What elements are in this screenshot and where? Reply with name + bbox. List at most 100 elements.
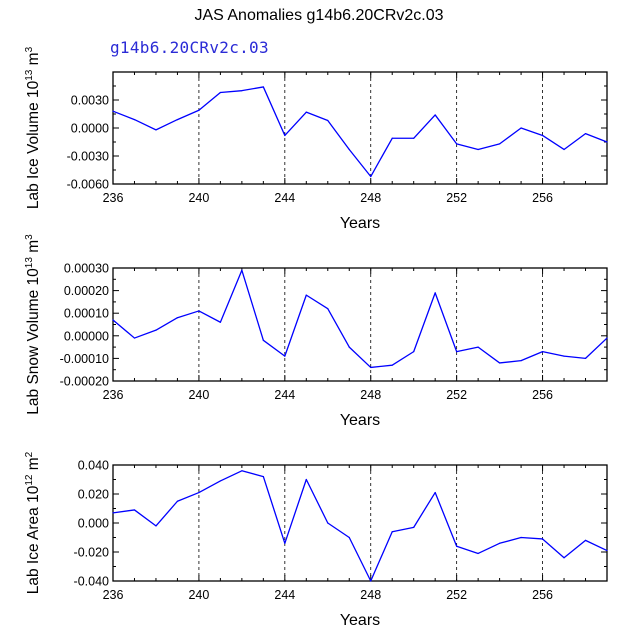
x-tick-label: 236 (103, 588, 124, 602)
data-point (606, 141, 608, 143)
y-axis-label-exponent: 13 (24, 257, 35, 269)
x-tick-label: 240 (188, 191, 209, 205)
x-tick-label: 248 (360, 191, 381, 205)
x-axis-label: Years (340, 612, 380, 629)
y-axis-label-main: Lab Ice Area 10 (25, 485, 42, 594)
data-point (155, 525, 157, 527)
y-tick-label: -0.0060 (67, 178, 109, 192)
data-point (584, 539, 587, 542)
data-point (413, 351, 415, 353)
data-point (219, 91, 221, 94)
data-point (198, 491, 200, 494)
data-point (284, 542, 286, 544)
x-axis-label: Years (340, 215, 380, 232)
series-line (112, 86, 608, 178)
y-tick-label: 0.00030 (64, 262, 109, 276)
panel-1: -0.0060 -0.0030 0.0000 0.0030 236 240 244 248 25… (24, 46, 608, 232)
data-point (606, 549, 608, 552)
data-point (370, 175, 372, 178)
y-axis-label-unit-exponent: 2 (24, 451, 35, 457)
y-tick-label: -0.0030 (67, 150, 109, 164)
data-point (434, 292, 436, 294)
data-point (370, 366, 372, 369)
data-point (584, 133, 587, 135)
data-point (499, 362, 501, 364)
data-point (391, 364, 393, 366)
data-point (434, 114, 436, 116)
chart-title: JAS Anomalies g14b6.20CRv2c.03 (194, 7, 444, 24)
x-tick-label: 256 (532, 388, 553, 402)
y-axis-label-unit-exponent: 3 (24, 46, 35, 52)
x-tick-label: 240 (188, 588, 209, 602)
y-axis-label-unit: m (25, 240, 42, 257)
data-point (176, 317, 179, 319)
y-tick-label: -0.020 (74, 546, 109, 560)
data-point (155, 329, 157, 331)
data-point (327, 522, 329, 524)
data-point (520, 127, 522, 129)
data-point (198, 310, 200, 312)
y-tick-label: 0.020 (78, 488, 109, 502)
data-point (241, 470, 243, 472)
y-axis-label-main: Lab Snow Volume 10 (25, 268, 42, 415)
data-point (477, 552, 479, 555)
data-point (112, 319, 114, 321)
data-point (413, 526, 415, 528)
data-point (391, 531, 393, 533)
x-tick-label: 248 (360, 388, 381, 402)
data-point (133, 509, 136, 511)
data-point (434, 491, 436, 494)
y-axis-label-unit: m (25, 52, 42, 69)
y-axis-label: Lab Snow Volume 1013 m3 (24, 234, 42, 415)
data-point (305, 294, 307, 296)
data-point (477, 148, 479, 151)
y-tick-label: 0.000 (78, 517, 109, 531)
plot-frame (112, 464, 608, 582)
y-axis-label: Lab Ice Volume 1013 m3 (24, 46, 42, 209)
data-point (284, 134, 286, 137)
data-point (241, 90, 243, 92)
y-axis-label-unit: m (25, 457, 42, 474)
data-point (241, 269, 243, 271)
x-tick-label: 236 (103, 388, 124, 402)
data-point (606, 337, 608, 339)
y-tick-label: 0.00020 (64, 284, 109, 298)
data-point (133, 119, 136, 121)
x-tick-label: 256 (532, 588, 553, 602)
data-point (176, 500, 179, 502)
y-tick-label: 0.0000 (71, 122, 109, 136)
x-tick-label: 244 (274, 588, 295, 602)
data-point (219, 480, 221, 482)
data-point (499, 143, 501, 145)
panel-3: -0.040 -0.020 0.000 0.020 0.040 236 240 244 248 2… (24, 451, 608, 629)
data-point (584, 357, 587, 359)
data-point (413, 137, 415, 139)
y-axis-label: Lab Ice Area 1012 m2 (24, 451, 42, 594)
x-tick-label: 236 (103, 191, 124, 205)
data-point (327, 308, 329, 310)
x-tick-label: 252 (446, 191, 467, 205)
y-axis-label-exponent: 12 (24, 474, 35, 486)
data-point (541, 351, 544, 353)
data-point (348, 536, 350, 539)
data-point (219, 321, 221, 323)
y-axis-label-exponent: 13 (24, 69, 35, 81)
x-tick-label: 252 (446, 588, 467, 602)
data-point (305, 478, 307, 481)
data-point (112, 512, 114, 514)
x-tick-label: 248 (360, 588, 381, 602)
y-axis-label-unit-exponent: 3 (24, 234, 35, 240)
x-axis-label: Years (340, 412, 380, 429)
data-point (155, 129, 157, 131)
series-line (112, 269, 608, 369)
y-tick-label: -0.00020 (60, 375, 109, 389)
y-axis-label-main: Lab Ice Volume 10 (25, 80, 42, 209)
data-point (112, 110, 114, 112)
x-tick-label: 240 (188, 388, 209, 402)
series-line (112, 470, 608, 582)
chart-subtitle: g14b6.20CRv2c.03 (110, 38, 269, 57)
data-point (563, 557, 565, 559)
y-tick-label: 0.00010 (64, 307, 109, 321)
data-point (541, 134, 544, 137)
